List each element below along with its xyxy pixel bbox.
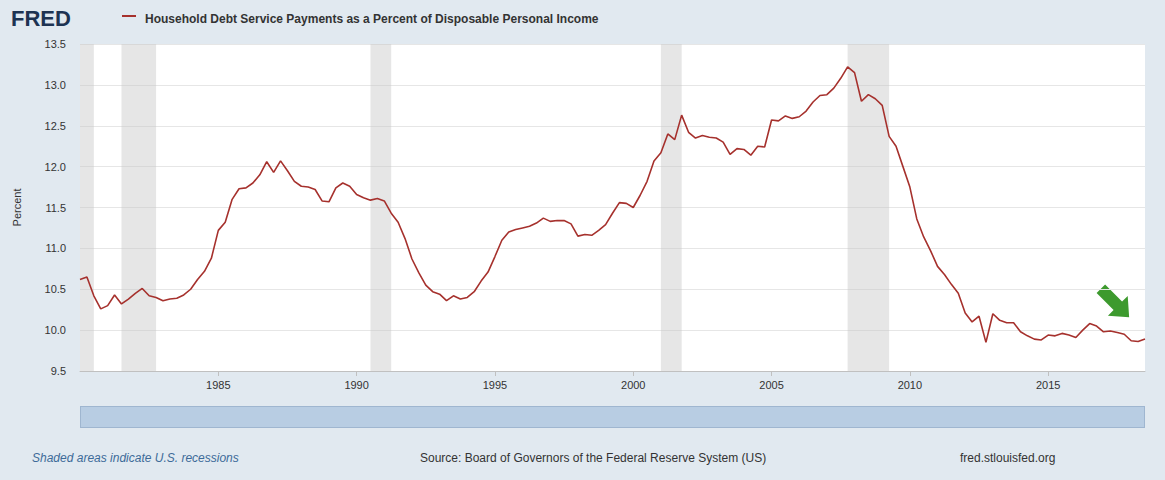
svg-text:1990: 1990 <box>344 379 368 391</box>
svg-text:Source: Board of Governors of: Source: Board of Governors of the Federa… <box>420 451 766 465</box>
svg-text:Percent: Percent <box>11 189 23 227</box>
svg-text:10.0: 10.0 <box>45 324 66 336</box>
svg-text:1985: 1985 <box>206 379 230 391</box>
svg-text:12.0: 12.0 <box>45 161 66 173</box>
svg-text:11.0: 11.0 <box>45 242 66 254</box>
svg-text:2015: 2015 <box>1036 379 1060 391</box>
svg-text:11.5: 11.5 <box>45 202 66 214</box>
svg-text:9.5: 9.5 <box>51 365 66 377</box>
svg-text:2000: 2000 <box>621 379 645 391</box>
svg-text:Shaded areas indicate U.S. rec: Shaded areas indicate U.S. recessions <box>32 451 239 465</box>
svg-text:12.5: 12.5 <box>45 120 66 132</box>
svg-text:2010: 2010 <box>898 379 922 391</box>
svg-text:10.5: 10.5 <box>45 283 66 295</box>
svg-text:FRED: FRED <box>11 6 71 31</box>
svg-text:13.0: 13.0 <box>45 79 66 91</box>
svg-text:2005: 2005 <box>759 379 783 391</box>
svg-text:fred.stlouisfed.org: fred.stlouisfed.org <box>960 451 1055 465</box>
svg-text:13.5: 13.5 <box>45 38 66 50</box>
svg-text:1995: 1995 <box>483 379 507 391</box>
svg-text:Household Debt Service Payment: Household Debt Service Payments as a Per… <box>145 12 599 26</box>
